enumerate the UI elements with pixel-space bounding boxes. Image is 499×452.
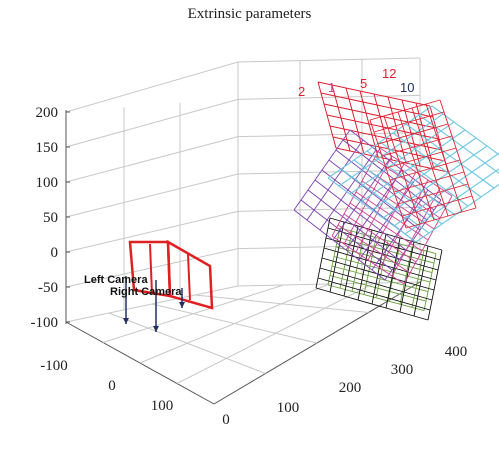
cyan-board-gridline	[327, 105, 433, 179]
red-board-side-gridline	[373, 111, 445, 133]
cyan-board-gridline	[349, 121, 455, 195]
red-board-side-gridline	[425, 103, 463, 213]
red-board-side-gridline	[393, 171, 465, 193]
red-board-side-gridline	[389, 159, 461, 181]
black-board-gridline	[323, 247, 437, 281]
red-board-side-gridline	[369, 119, 407, 229]
cyan-board-gridline	[360, 129, 466, 203]
red-board-side-gridline	[439, 99, 477, 209]
chart-title: Extrinsic parameters	[187, 6, 312, 22]
z-level-gridline	[237, 94, 421, 100]
purple-board-gridline	[314, 179, 407, 251]
z-level-gridline	[65, 61, 239, 113]
black-board-gridline	[329, 217, 443, 251]
z-level-gridline	[237, 206, 421, 212]
z-tick-label: -50	[38, 280, 58, 296]
y-tick-label: 100	[151, 398, 174, 414]
right-camera-frustum	[166, 239, 214, 310]
z-level-gridline	[237, 169, 421, 175]
pink-board-gridline	[379, 147, 453, 197]
board-number-label: 10	[400, 80, 414, 95]
purple-board-gridline	[293, 209, 386, 281]
black-board-gridline	[315, 287, 429, 321]
y-tick-label: 0	[108, 378, 116, 394]
green-board-gridline	[327, 284, 425, 312]
y-tick-label: -100	[40, 358, 68, 374]
z-tick-label: 0	[51, 245, 59, 261]
camera-frustum-edge	[149, 243, 153, 295]
x-tick-label: 100	[277, 400, 300, 416]
board-number-label: 5	[360, 76, 367, 91]
pink-board-gridline	[331, 235, 405, 285]
pink-board-gridline	[343, 213, 417, 263]
board-number-label: 12	[382, 66, 396, 81]
black-board-gridline	[327, 227, 441, 261]
black-board-gridline	[371, 233, 387, 305]
black-board-gridline	[319, 267, 433, 301]
x-tick-label: 400	[445, 344, 468, 360]
red-board-side-gridline	[397, 183, 469, 205]
floor-gridline	[108, 312, 266, 374]
red-board-side-gridline	[383, 115, 421, 225]
right-camera-label: Right Camera	[110, 286, 182, 298]
z-tick-label: 200	[36, 105, 59, 121]
purple-board-gridline	[307, 189, 400, 261]
red-board-side-gridline	[411, 107, 449, 217]
z-level-gridline	[65, 210, 239, 253]
z-level-gridline	[65, 173, 239, 218]
red-board-side-gridline	[401, 195, 473, 217]
red-board-side-gridline	[377, 123, 449, 145]
black-board-gridline	[321, 257, 435, 291]
cyan-board-gridline	[338, 113, 444, 187]
z-tick-label: -100	[31, 315, 59, 331]
floor-gridline	[194, 294, 369, 313]
z-level-gridline	[65, 98, 239, 148]
black-board-gridline	[399, 241, 415, 313]
red-board-top-gridline	[317, 81, 431, 107]
green-board-gridline	[331, 265, 429, 293]
board-number-label: 2	[298, 84, 305, 99]
pink-board-gridline	[355, 191, 429, 241]
black-board-gridline	[317, 277, 431, 311]
z-level-gridline	[65, 248, 239, 288]
pink-board-gridline	[367, 169, 441, 219]
red-board-side-gridline	[385, 147, 457, 169]
z-level-gridline	[237, 57, 421, 63]
cyan-board-gridline	[382, 145, 488, 219]
red-board-side-gridline	[405, 207, 477, 229]
pink-board-gridline	[349, 202, 423, 252]
cyan-board-gridline	[415, 183, 499, 243]
black-board-gridline	[315, 217, 331, 289]
z-tick-label: 100	[36, 175, 59, 191]
x-tick-label: 0	[222, 412, 230, 428]
camera-axis-arrowhead	[153, 326, 159, 332]
camera-frustum-edge	[187, 253, 191, 301]
black-board-gridline	[413, 245, 429, 317]
z-level-gridline	[65, 136, 239, 183]
black-board-gridline	[329, 221, 345, 293]
pink-board-gridline	[337, 224, 411, 274]
red-board-side-gridline	[381, 135, 453, 157]
x-tick-label: 200	[339, 380, 362, 396]
red-board-side-gridline	[397, 111, 435, 221]
black-board-gridline	[343, 225, 359, 297]
camera-axis-arrowhead	[123, 318, 129, 324]
red-board-side-gridline	[369, 99, 441, 121]
board-number-label: 1	[328, 80, 335, 95]
green-board-gridline	[329, 275, 427, 302]
x-tick-label: 300	[391, 362, 414, 378]
floor-gridline	[151, 303, 318, 344]
red-board-top-gridline	[320, 92, 434, 118]
left-camera-label: Left Camera	[84, 274, 148, 286]
z-tick-label: 150	[36, 140, 59, 156]
purple-board-gridline	[300, 199, 393, 271]
camera-axis-arrowhead	[179, 302, 185, 308]
cyan-board-gridline	[371, 137, 477, 211]
black-board-gridline	[427, 249, 443, 321]
z-tick-label: 50	[43, 210, 58, 226]
